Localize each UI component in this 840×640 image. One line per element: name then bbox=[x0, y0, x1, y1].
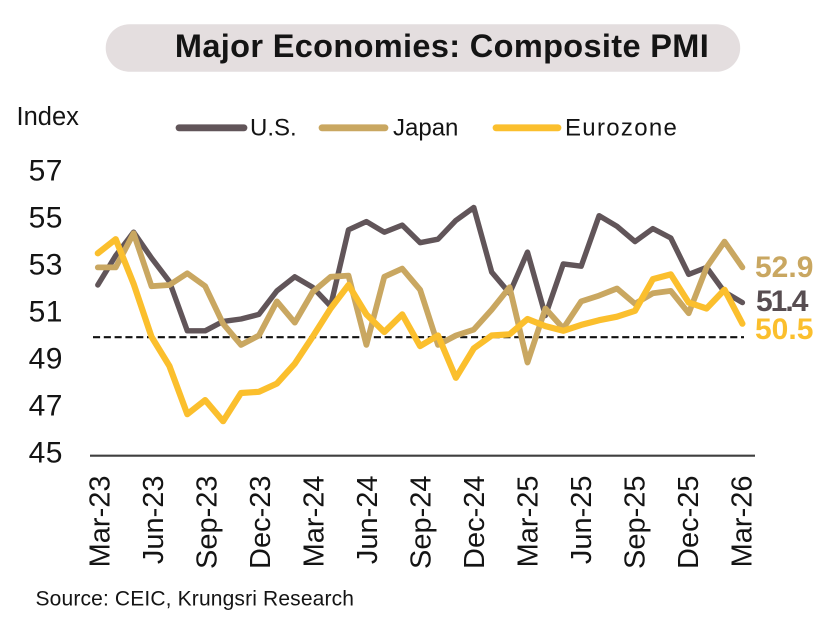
svg-text:47: 47 bbox=[29, 390, 63, 423]
svg-text:Dec-23: Dec-23 bbox=[245, 476, 277, 570]
svg-text:Sep-24: Sep-24 bbox=[406, 476, 438, 570]
svg-text:Mar-23: Mar-23 bbox=[85, 476, 117, 568]
svg-text:Mar-24: Mar-24 bbox=[299, 476, 331, 568]
svg-text:53: 53 bbox=[29, 249, 63, 282]
svg-text:Sep-25: Sep-25 bbox=[620, 476, 652, 570]
svg-text:Dec-24: Dec-24 bbox=[459, 476, 491, 570]
svg-text:Eurozone: Eurozone bbox=[565, 115, 678, 142]
svg-text:Source: CEIC, Krungsri Researc: Source: CEIC, Krungsri Research bbox=[36, 588, 355, 611]
svg-text:U.S.: U.S. bbox=[250, 115, 297, 142]
svg-text:Dec-25: Dec-25 bbox=[673, 476, 705, 570]
svg-text:45: 45 bbox=[29, 436, 63, 469]
svg-text:49: 49 bbox=[29, 343, 63, 376]
svg-text:Jun-23: Jun-23 bbox=[138, 476, 170, 565]
svg-text:Mar-26: Mar-26 bbox=[727, 476, 759, 568]
svg-text:55: 55 bbox=[29, 202, 63, 235]
svg-text:Sep-23: Sep-23 bbox=[192, 476, 224, 570]
svg-text:Jun-24: Jun-24 bbox=[352, 476, 384, 565]
svg-text:50.5: 50.5 bbox=[755, 313, 813, 346]
svg-text:Jun-25: Jun-25 bbox=[566, 476, 598, 565]
svg-text:Japan: Japan bbox=[393, 115, 458, 142]
svg-text:Mar-25: Mar-25 bbox=[513, 476, 545, 568]
svg-text:Index: Index bbox=[17, 103, 80, 131]
svg-text:Major Economies: Composite PMI: Major Economies: Composite PMI bbox=[175, 28, 709, 64]
svg-text:51: 51 bbox=[29, 296, 63, 329]
svg-text:57: 57 bbox=[29, 155, 63, 188]
svg-text:52.9: 52.9 bbox=[755, 251, 813, 284]
svg-text:51.4: 51.4 bbox=[756, 285, 809, 318]
